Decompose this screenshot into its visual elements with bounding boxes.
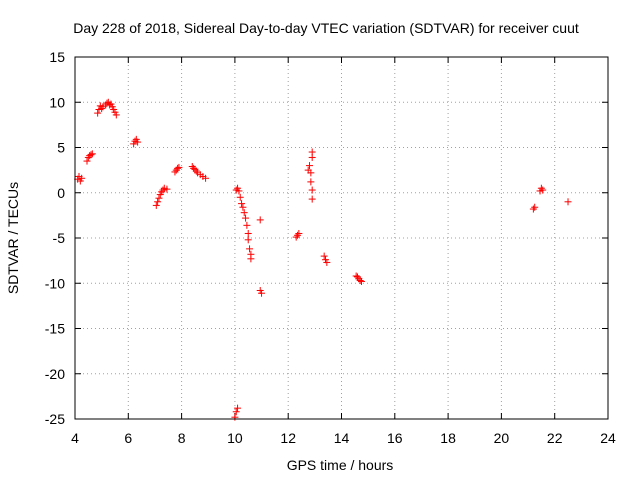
data-point — [306, 162, 314, 170]
data-point — [294, 231, 302, 239]
data-point — [191, 165, 199, 173]
y-tick-label: -20 — [45, 366, 65, 382]
data-point — [78, 174, 86, 182]
y-tick-labels: 15 10 5 0 -5 -10 -15 -20 -25 — [45, 49, 65, 427]
data-point — [247, 255, 255, 263]
data-point — [295, 229, 303, 237]
data-point — [235, 187, 243, 195]
y-tick-label: -10 — [45, 275, 65, 291]
data-point — [240, 209, 248, 217]
data-point — [244, 229, 252, 237]
data-point — [98, 105, 106, 113]
data-points — [74, 98, 572, 421]
data-point — [246, 245, 254, 253]
data-point — [88, 150, 96, 158]
y-tick-label: 15 — [49, 49, 65, 65]
y-axis-label: SDTVAR / TECUs — [5, 182, 21, 294]
data-point — [258, 289, 266, 297]
x-tick-label: 8 — [178, 430, 186, 446]
x-tick-label: 18 — [440, 430, 456, 446]
x-tick-labels: 4 6 8 10 12 14 16 18 20 22 24 — [71, 430, 616, 446]
data-point — [320, 252, 328, 260]
data-point — [231, 413, 239, 421]
grid-lines — [75, 57, 608, 419]
data-point — [234, 404, 242, 412]
x-tick-label: 20 — [494, 430, 510, 446]
x-tick-label: 22 — [547, 430, 563, 446]
data-point — [537, 184, 545, 192]
y-tick-label: -25 — [45, 411, 65, 427]
y-tick-label: 0 — [57, 185, 65, 201]
data-point — [155, 194, 163, 202]
data-point — [238, 200, 246, 208]
data-point — [192, 167, 200, 175]
x-tick-label: 6 — [124, 430, 132, 446]
data-point — [175, 163, 183, 171]
data-point — [308, 195, 316, 203]
y-tick-label: -5 — [53, 230, 66, 246]
data-point — [308, 186, 316, 194]
data-point — [307, 169, 315, 177]
data-point — [232, 408, 240, 416]
data-point — [242, 214, 250, 222]
data-point — [357, 277, 365, 285]
data-point — [356, 277, 364, 285]
data-point — [307, 178, 315, 186]
plot-frame — [74, 56, 609, 420]
data-point — [539, 186, 547, 194]
data-point — [243, 221, 251, 229]
data-point — [292, 233, 300, 241]
data-point — [112, 111, 120, 119]
x-tick-label: 24 — [600, 430, 616, 446]
data-point — [239, 203, 247, 211]
x-tick-label: 16 — [387, 430, 403, 446]
data-point — [531, 203, 539, 211]
data-point — [163, 185, 171, 193]
data-point — [308, 148, 316, 156]
data-point — [174, 164, 182, 172]
y-tick-label: -15 — [45, 321, 65, 337]
data-point — [323, 258, 331, 266]
x-tick-label: 12 — [280, 430, 296, 446]
data-point — [564, 198, 572, 206]
data-point — [353, 273, 361, 281]
data-point — [244, 236, 252, 244]
data-point — [529, 205, 537, 213]
data-point — [171, 168, 179, 176]
y-tick-label: 10 — [49, 94, 65, 110]
y-tick-label: 5 — [57, 140, 65, 156]
data-point — [159, 186, 167, 194]
data-point — [154, 198, 162, 206]
data-point — [87, 151, 95, 159]
chart-title: Day 228 of 2018, Sidereal Day-to-day VTE… — [73, 20, 579, 36]
data-point — [83, 157, 91, 165]
data-point — [94, 109, 102, 117]
data-point — [256, 216, 264, 224]
data-point — [158, 188, 166, 196]
data-point — [134, 138, 142, 146]
x-tick-label: 14 — [334, 430, 350, 446]
x-tick-label: 4 — [71, 430, 79, 446]
data-point — [236, 193, 244, 201]
x-axis-label: GPS time / hours — [287, 457, 394, 473]
data-point — [152, 201, 160, 209]
data-point — [202, 174, 210, 182]
x-tick-label: 10 — [227, 430, 243, 446]
